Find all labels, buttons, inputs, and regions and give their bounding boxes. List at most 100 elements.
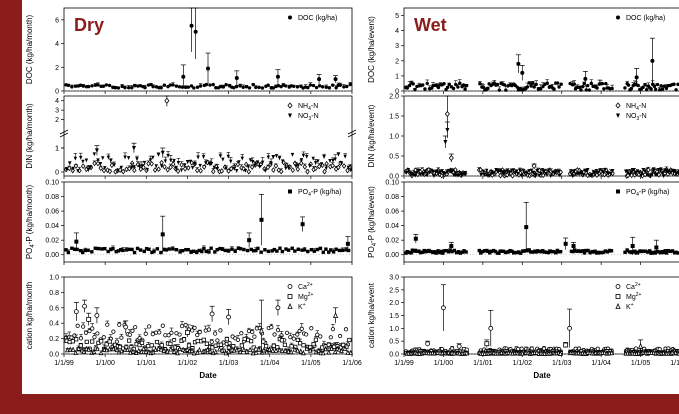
data-point bbox=[95, 331, 100, 336]
data-point bbox=[112, 163, 116, 168]
data-point bbox=[126, 85, 131, 90]
data-point bbox=[142, 160, 147, 165]
data-point bbox=[168, 83, 172, 87]
data-point bbox=[261, 339, 266, 344]
data-point bbox=[330, 162, 335, 169]
data-point bbox=[434, 251, 438, 255]
data-point bbox=[292, 84, 296, 88]
data-point bbox=[218, 328, 223, 333]
data-point bbox=[299, 158, 304, 163]
data-point bbox=[525, 171, 529, 176]
data-point bbox=[597, 251, 601, 255]
data-point bbox=[179, 162, 184, 168]
data-point bbox=[93, 246, 97, 250]
data-point bbox=[98, 349, 104, 356]
data-point bbox=[453, 167, 458, 173]
data-point bbox=[529, 250, 533, 254]
legend: PO4-P (kg/ha) bbox=[616, 189, 670, 198]
data-point bbox=[124, 248, 129, 252]
data-point bbox=[104, 83, 109, 87]
data-point bbox=[288, 335, 293, 340]
data-point bbox=[348, 82, 352, 87]
data-point bbox=[310, 345, 316, 352]
data-point bbox=[333, 157, 337, 162]
data-point bbox=[672, 82, 676, 86]
data-point bbox=[143, 85, 147, 90]
data-point bbox=[572, 82, 576, 86]
data-point bbox=[264, 344, 269, 349]
series-filled-square bbox=[404, 202, 679, 255]
data-point bbox=[275, 74, 280, 79]
data-point bbox=[645, 250, 650, 254]
data-point bbox=[458, 251, 463, 255]
data-point bbox=[261, 347, 267, 353]
data-point bbox=[232, 86, 236, 90]
data-point bbox=[123, 155, 127, 160]
data-point bbox=[445, 170, 449, 175]
y-tick-label: 4 bbox=[55, 41, 59, 48]
data-point bbox=[207, 250, 211, 254]
data-point bbox=[418, 250, 423, 255]
data-point bbox=[531, 170, 536, 175]
data-point bbox=[598, 168, 602, 173]
data-point bbox=[319, 162, 324, 167]
data-point bbox=[64, 248, 68, 252]
data-point bbox=[345, 84, 349, 89]
data-point bbox=[629, 170, 633, 175]
data-point bbox=[635, 251, 640, 255]
data-point bbox=[66, 250, 71, 255]
y-tick-label: 1 bbox=[55, 146, 59, 153]
data-point bbox=[98, 162, 103, 166]
data-point bbox=[78, 248, 83, 253]
data-point bbox=[479, 172, 483, 177]
data-point bbox=[498, 172, 503, 179]
data-point bbox=[241, 165, 246, 172]
data-point bbox=[76, 345, 82, 351]
data-point bbox=[162, 164, 167, 170]
data-point bbox=[429, 249, 433, 254]
data-point bbox=[215, 247, 219, 252]
data-point bbox=[539, 87, 543, 91]
series-filled-triangle-down bbox=[64, 142, 353, 173]
data-point bbox=[484, 341, 490, 347]
data-point bbox=[544, 250, 549, 254]
data-point bbox=[295, 347, 300, 353]
data-point bbox=[438, 170, 442, 175]
data-point bbox=[573, 248, 577, 253]
data-point bbox=[646, 167, 651, 173]
data-point bbox=[557, 85, 561, 89]
data-point bbox=[167, 247, 171, 251]
y-tick-label: 4 bbox=[395, 28, 399, 35]
data-point bbox=[332, 312, 339, 318]
data-point bbox=[137, 164, 142, 169]
data-point bbox=[156, 345, 161, 351]
data-point bbox=[324, 166, 328, 171]
data-point bbox=[257, 85, 261, 90]
data-point bbox=[138, 166, 143, 173]
data-point bbox=[149, 82, 153, 87]
data-point bbox=[164, 248, 169, 252]
data-point bbox=[218, 246, 222, 251]
data-point bbox=[131, 146, 136, 151]
data-point bbox=[182, 165, 188, 172]
data-point bbox=[174, 248, 179, 252]
data-point bbox=[188, 159, 193, 164]
data-point bbox=[448, 248, 452, 253]
data-point bbox=[246, 168, 252, 175]
data-point bbox=[425, 341, 431, 347]
data-point bbox=[320, 85, 325, 89]
data-point bbox=[411, 172, 415, 177]
data-point bbox=[305, 154, 309, 159]
data-point bbox=[664, 251, 669, 255]
data-point bbox=[100, 247, 104, 251]
data-point bbox=[84, 158, 89, 163]
data-point bbox=[160, 150, 165, 156]
data-point bbox=[195, 332, 200, 338]
data-point bbox=[287, 166, 291, 171]
data-point bbox=[81, 324, 86, 329]
data-point bbox=[549, 249, 554, 254]
data-point bbox=[273, 347, 279, 353]
data-point bbox=[559, 82, 563, 86]
x-tick-label: 1/1/06 bbox=[670, 360, 679, 367]
